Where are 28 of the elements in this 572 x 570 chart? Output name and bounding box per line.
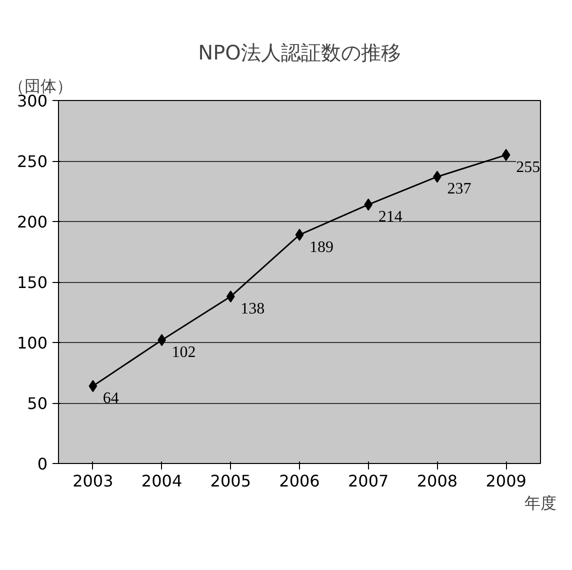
x-axis-title: 年度 — [524, 494, 556, 512]
data-label: 64 — [102, 390, 119, 408]
x-tick-label: 2005 — [210, 472, 251, 490]
chart-title: NPO法人認証数の推移 — [198, 40, 401, 64]
y-axis-title: （団体） — [8, 76, 72, 96]
point — [226, 290, 235, 303]
point — [502, 148, 510, 161]
data-label: 237 — [447, 180, 472, 198]
y-tick-label: 150 — [16, 273, 48, 292]
y-tick-label: 250 — [16, 152, 48, 171]
y-tick-label: 0 — [37, 454, 48, 474]
point — [364, 198, 373, 211]
x-tick-label: 2007 — [348, 472, 389, 490]
data-label: 138 — [240, 300, 265, 318]
y-tick-label: 200 — [16, 212, 48, 232]
x-tick-label: 2009 — [486, 472, 526, 490]
x-tick-label: 2003 — [72, 472, 114, 490]
data-label: 102 — [172, 344, 196, 362]
point — [88, 380, 98, 392]
y-tick-label: 50 — [27, 394, 48, 413]
x-tick-label: 2004 — [141, 472, 182, 490]
data-label: 214 — [378, 208, 402, 226]
point — [295, 228, 304, 241]
x-tick-label: 2008 — [416, 472, 458, 490]
y-tick-label: 100 — [16, 334, 48, 352]
data-label: 189 — [310, 238, 334, 256]
x-tick-label: 2006 — [279, 472, 320, 490]
data-label: 255 — [516, 158, 540, 176]
